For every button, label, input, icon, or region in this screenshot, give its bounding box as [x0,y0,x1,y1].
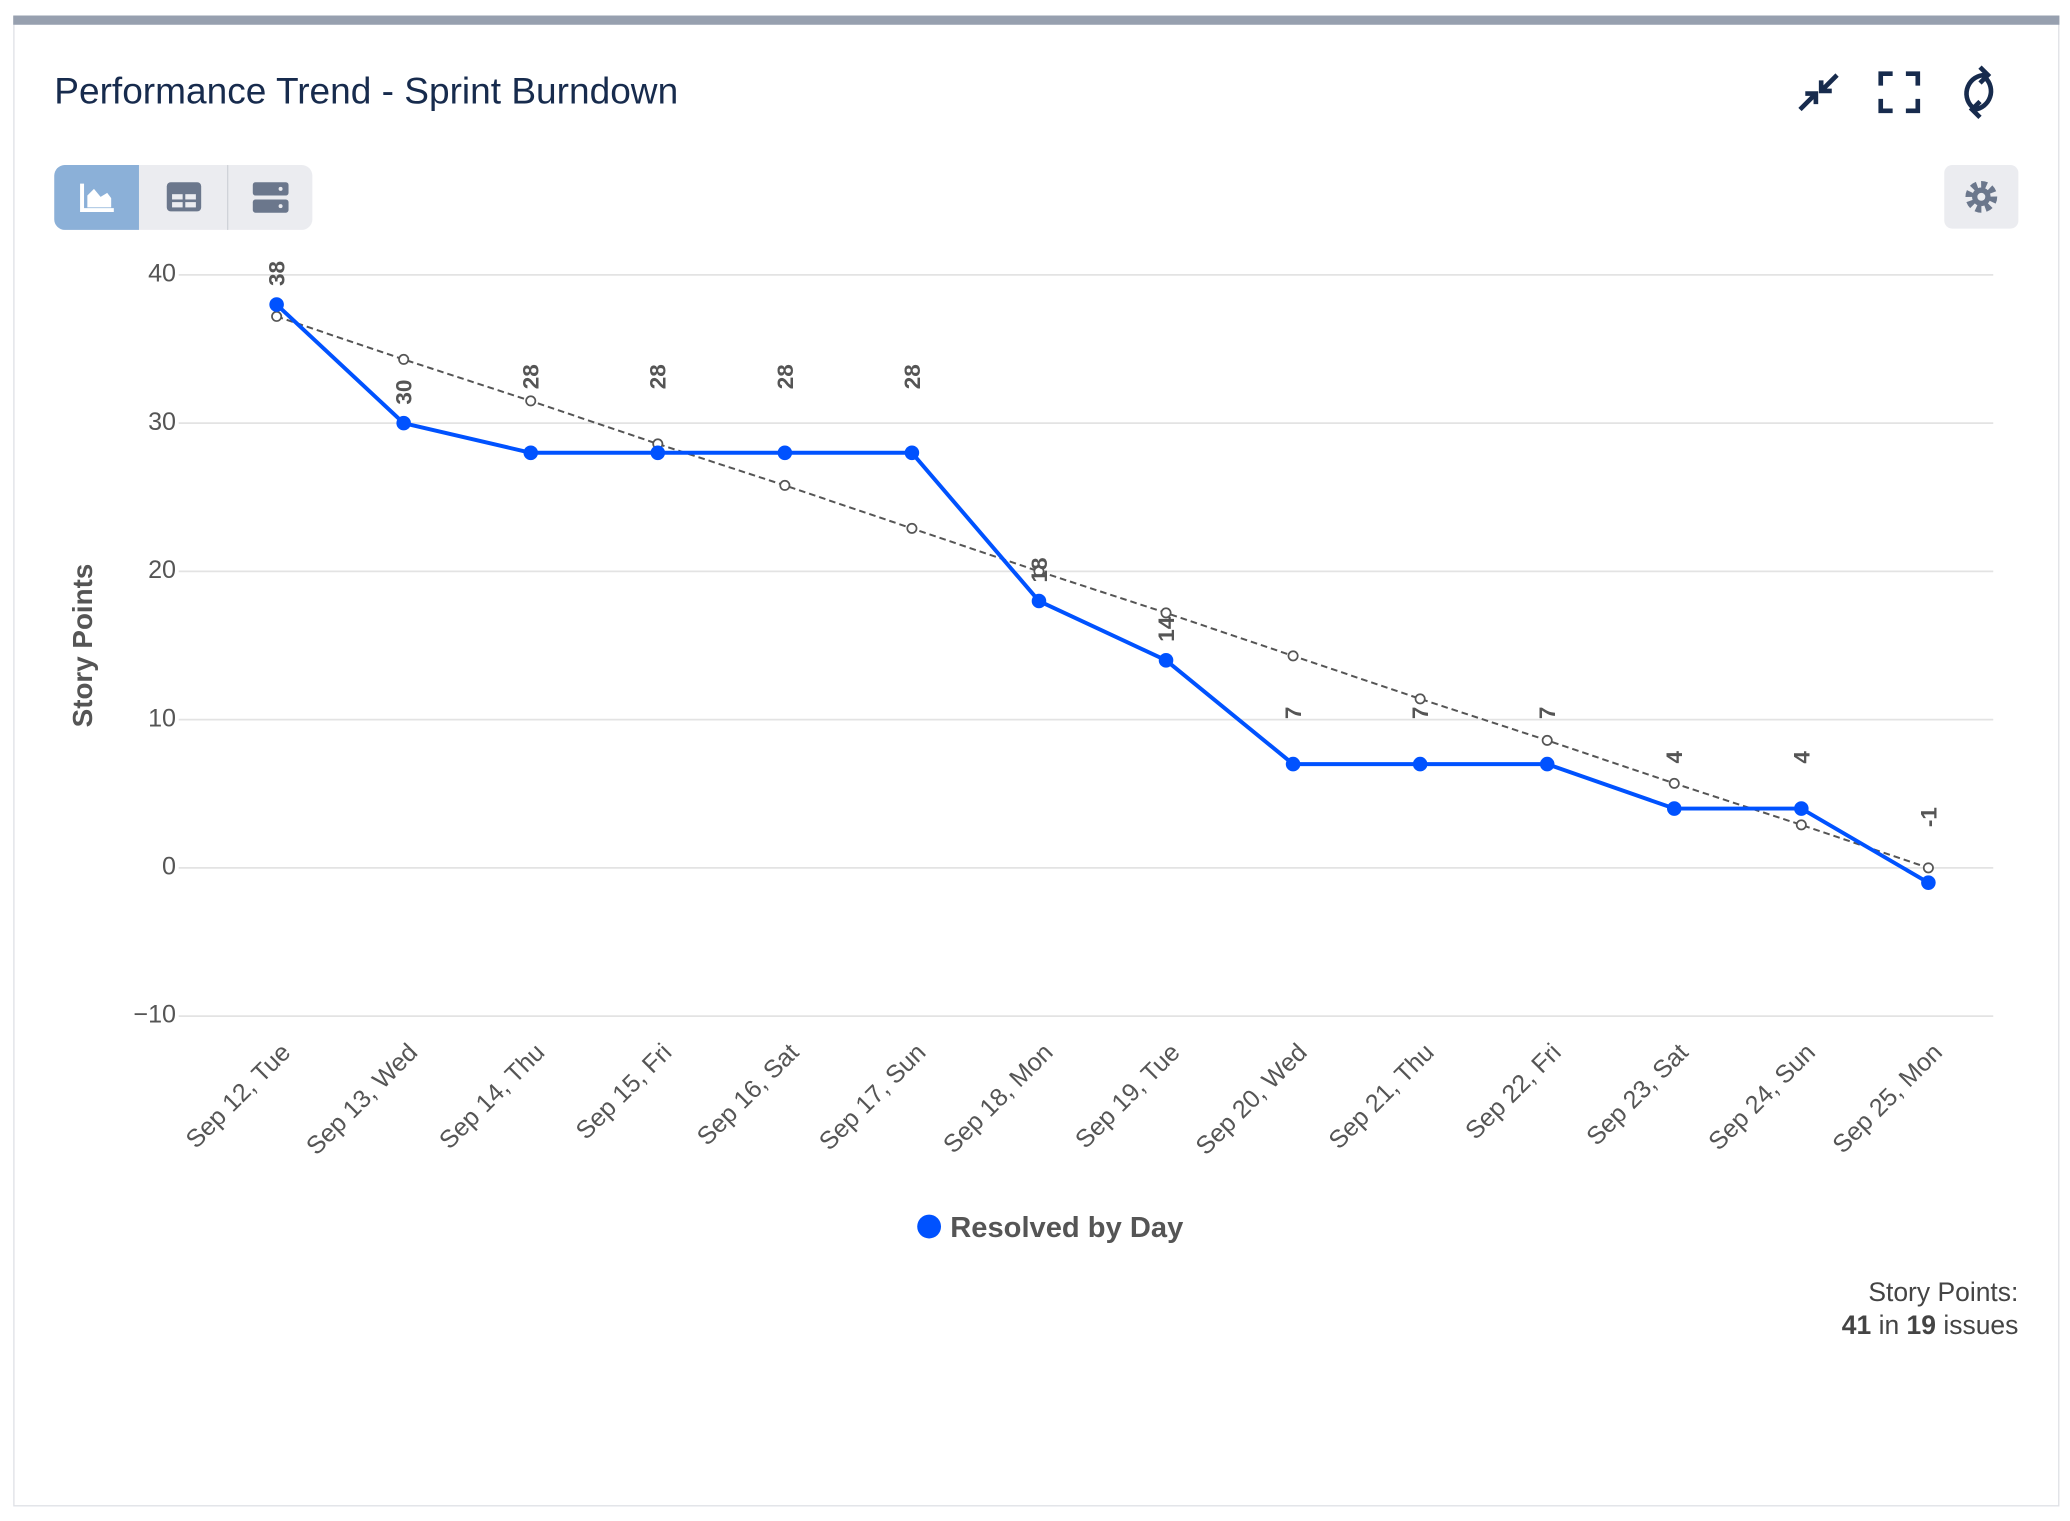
table-view-button[interactable] [166,182,202,212]
guide-point [1795,819,1807,831]
data-label: 7 [1281,707,1306,720]
y-axis-title: Story Points [67,564,98,728]
footer-label: Story Points: [1868,1277,2018,1307]
guide-point [1287,650,1299,662]
guide-point [1541,734,1553,746]
data-point [1539,756,1555,772]
data-label: 28 [900,364,925,389]
footer-count: 19 [1907,1310,1936,1340]
legend[interactable]: Resolved by Day [917,1212,1184,1244]
data-label: 14 [1154,616,1179,642]
data-point [269,297,284,312]
data-label: 4 [1662,751,1687,764]
chart-title: Performance Trend - Sprint Burndown [54,69,678,111]
data-label: 38 [265,261,290,286]
data-point [1921,875,1936,890]
data-label: 18 [1027,557,1052,582]
footer-in: in [1879,1310,1900,1340]
guide-point [1160,607,1172,619]
y-tick-label: −10 [133,1001,176,1029]
data-point [777,445,793,461]
footer-total: 41 [1842,1310,1871,1340]
card-top-bar [13,15,2060,25]
data-point [1666,801,1682,816]
series-line [275,303,1930,885]
data-point [1794,801,1809,816]
data-label: 7 [1535,707,1560,720]
data-point [650,445,666,461]
guide-point [1668,777,1680,789]
data-point [1285,756,1301,772]
legend-marker [917,1214,942,1239]
data-label: 28 [519,364,544,389]
refresh-button[interactable] [1964,65,1994,120]
settings-button[interactable] [1944,165,2019,229]
list-view-button[interactable] [252,182,289,213]
y-tick-label: 0 [162,852,176,880]
data-label: -1 [1916,807,1941,827]
data-point [1412,756,1428,772]
y-tick-label: 40 [148,260,176,288]
data-point [904,445,920,461]
guide-point [779,479,791,491]
data-point [523,445,539,461]
guide-point [1922,862,1934,874]
footer-summary: 41 in 19 issues [1842,1310,2019,1340]
legend-label: Resolved by Day [950,1212,1184,1244]
y-tick-label: 20 [148,556,176,584]
data-label: 4 [1789,751,1814,764]
data-label: 28 [773,364,798,389]
data-point [1158,653,1174,668]
y-tick-label: 30 [148,408,176,436]
data-label: 7 [1408,707,1433,720]
minimize-button[interactable] [1798,73,1839,112]
data-label: 30 [392,380,417,405]
data-point [396,415,411,431]
guide-point [525,395,537,407]
card-border [13,16,2060,1507]
data-point [1031,593,1047,609]
guide-point [1033,565,1045,577]
footer-unit: issues [1943,1310,2018,1340]
chart-view-button[interactable] [54,165,139,230]
guide-point [906,522,918,534]
y-tick-label: 10 [148,704,176,732]
data-label: 28 [646,364,671,389]
guide-point [271,310,283,322]
guide-point [1414,693,1426,705]
guide-point [398,353,410,365]
fullscreen-button[interactable] [1878,71,1921,114]
guide-line [276,315,1929,869]
